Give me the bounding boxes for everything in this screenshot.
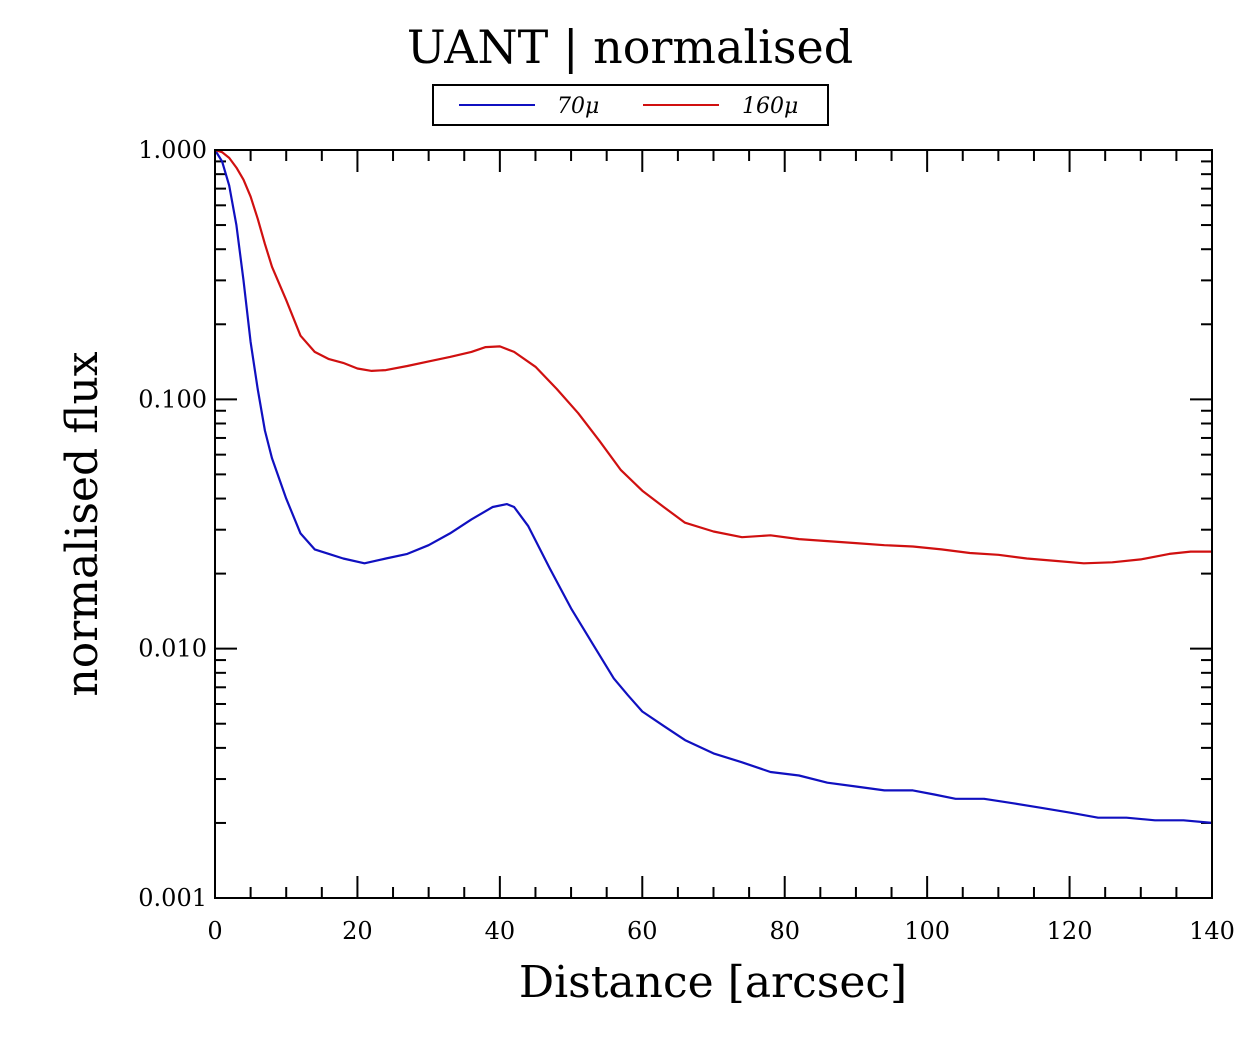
x-tick-label: 20 xyxy=(342,917,373,945)
y-tick-label: 0.100 xyxy=(138,385,207,413)
series-line-0 xyxy=(214,149,1213,824)
x-tick-label: 40 xyxy=(485,917,516,945)
x-tick-label: 120 xyxy=(1047,917,1093,945)
y-tick-label: 1.000 xyxy=(138,136,207,164)
x-tick-label: 100 xyxy=(904,917,950,945)
chart-title: UANT | normalised xyxy=(407,20,853,74)
x-tick-label: 60 xyxy=(627,917,658,945)
axis-ticks: 0 20 40 60 80 100 120 140 0.001 0.010 0.100 1.000 xyxy=(138,136,1235,945)
y-axis-label: normalised flux xyxy=(57,351,108,696)
legend-label-70: 70μ xyxy=(557,94,599,119)
series-line-1 xyxy=(214,148,1212,565)
x-axis-label: Distance [arcsec] xyxy=(519,957,907,1008)
legend-label-160: 160μ xyxy=(742,94,798,119)
plot-frame xyxy=(214,149,1213,899)
series-layer xyxy=(214,148,1213,824)
x-tick-label: 80 xyxy=(769,917,800,945)
y-tick-label: 0.001 xyxy=(138,884,207,912)
y-tick-label: 0.010 xyxy=(138,635,207,663)
x-tick-label: 0 xyxy=(207,917,222,945)
x-tick-label: 140 xyxy=(1189,917,1235,945)
legend: 70μ 160μ xyxy=(432,84,829,126)
